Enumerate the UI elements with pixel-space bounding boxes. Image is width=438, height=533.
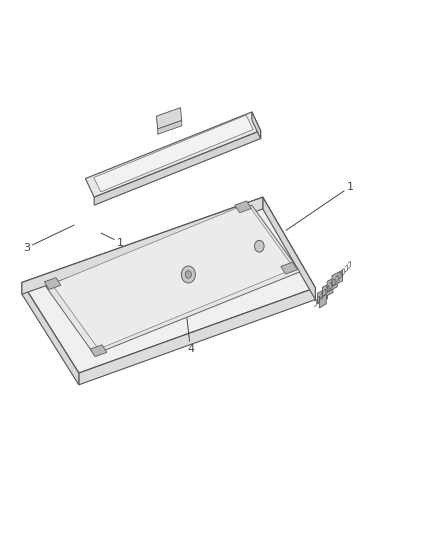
Polygon shape — [322, 282, 333, 298]
Text: 3: 3 — [23, 225, 74, 253]
Polygon shape — [281, 262, 297, 274]
Polygon shape — [327, 276, 337, 292]
Polygon shape — [158, 120, 182, 134]
Polygon shape — [85, 112, 261, 197]
Polygon shape — [156, 108, 182, 129]
Text: 1: 1 — [101, 233, 124, 247]
Polygon shape — [44, 278, 61, 289]
Circle shape — [254, 240, 264, 252]
Circle shape — [185, 271, 191, 278]
Text: 1: 1 — [286, 182, 354, 230]
Polygon shape — [332, 270, 343, 286]
Polygon shape — [319, 294, 326, 308]
Text: 2: 2 — [104, 298, 126, 333]
Polygon shape — [318, 288, 328, 304]
Polygon shape — [90, 345, 107, 357]
Polygon shape — [79, 288, 315, 385]
Polygon shape — [252, 112, 261, 139]
Polygon shape — [263, 197, 315, 300]
Polygon shape — [46, 205, 300, 354]
Polygon shape — [235, 201, 251, 213]
Polygon shape — [22, 197, 315, 373]
Polygon shape — [22, 197, 263, 294]
Circle shape — [181, 266, 195, 283]
Polygon shape — [94, 131, 261, 205]
Polygon shape — [22, 282, 79, 385]
Text: 4: 4 — [187, 314, 194, 354]
Polygon shape — [52, 204, 294, 349]
Polygon shape — [94, 115, 253, 192]
